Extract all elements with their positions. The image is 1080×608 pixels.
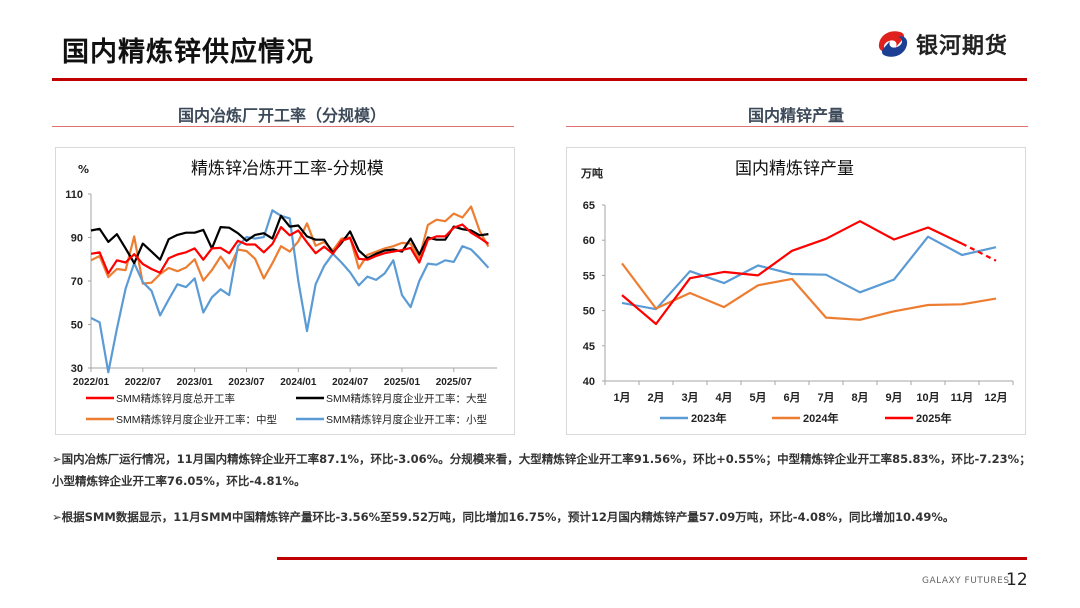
left-chart-title: 精炼锌冶炼开工率-分规模: [191, 159, 384, 179]
x-tick-label: 2月: [647, 391, 664, 404]
x-tick-label: 8月: [851, 391, 868, 404]
series-forecast-line-2: [961, 242, 997, 262]
right-chart-svg: 40 45 50 55 60 65 1月 2月 3月 4月 5月 6月 7月 8月 9月 10月 11月 12月 2…: [583, 200, 1014, 425]
x-tick-label: 9月: [885, 391, 902, 404]
x-tick-label: 2025/07: [436, 377, 473, 388]
right-chart-unit: 万吨: [581, 167, 603, 180]
y-tick-label: 65: [583, 200, 595, 212]
x-tick-label: 7月: [817, 391, 834, 404]
page-number: 12: [1006, 570, 1028, 590]
y-tick-label: 30: [71, 363, 83, 375]
y-tick-label: 55: [583, 270, 595, 282]
legend-label: SMM精炼锌月度企业开工率：小型: [326, 413, 487, 426]
x-tick-label: 2023/07: [228, 377, 265, 388]
right-section-divider: [566, 126, 1028, 127]
y-tick-label: 90: [71, 233, 83, 245]
y-tick-label: 70: [71, 276, 83, 288]
legend-label: 2025年: [916, 411, 951, 425]
x-tick-label: 11月: [951, 391, 974, 404]
x-tick-label: 1月: [613, 391, 630, 404]
page-title: 国内精炼锌供应情况: [62, 37, 314, 68]
legend-label: SMM精炼锌月度企业开工率：大型: [326, 392, 487, 405]
series-line-1: [621, 262, 997, 321]
legend-label: SMM精炼锌月度总开工率: [116, 392, 235, 405]
left-chart-panel: 精炼锌冶炼开工率-分规模 % 30 50 70 90 110 2022/01 2022/07…: [55, 147, 515, 435]
note-operating-rates: ➢国内冶炼厂运行情况，11月国内精炼锌企业开工率87.1%，环比-3.06%。分…: [52, 452, 1031, 488]
x-tick-label: 2022/01: [73, 377, 110, 388]
x-tick-label: 5月: [749, 391, 766, 404]
series-line-1: [90, 214, 489, 265]
galaxy-futures-logo-icon: [878, 31, 908, 57]
right-chart-title: 国内精炼锌产量: [735, 159, 854, 179]
series-line-3: [90, 209, 490, 374]
left-section-header: 国内冶炼厂开工率（分规模）: [177, 106, 386, 125]
left-chart-unit: %: [78, 163, 90, 176]
x-tick-label: 2025/01: [384, 377, 421, 388]
x-tick-label: 2023/01: [177, 377, 214, 388]
x-tick-label: 10月: [916, 391, 939, 404]
series-line-2: [621, 220, 963, 326]
x-tick-label: 6月: [783, 391, 800, 404]
legend-label: 2024年: [803, 411, 838, 425]
x-tick-label: 12月: [984, 391, 1007, 404]
commentary: ➢国内冶炼厂运行情况，11月国内精炼锌企业开工率87.1%，环比-3.06%。分…: [52, 448, 1032, 528]
x-tick-label: 3月: [681, 391, 698, 404]
note-production: ➢根据SMM数据显示，11月SMM中国精炼锌产量环比-3.56%至59.52万吨…: [52, 510, 955, 524]
y-tick-label: 50: [71, 320, 83, 332]
left-section-divider: [52, 126, 514, 127]
y-tick-label: 60: [583, 235, 595, 247]
x-tick-label: 4月: [715, 391, 732, 404]
footer-brand: GALAXY FUTURES: [922, 576, 1010, 586]
legend-label: SMM精炼锌月度企业开工率：中型: [116, 413, 277, 426]
y-tick-label: 50: [583, 306, 595, 318]
x-tick-label: 2024/01: [280, 377, 317, 388]
x-tick-label: 2024/07: [332, 377, 369, 388]
x-tick-label: 2022/07: [125, 377, 162, 388]
logo-text: 银河期货: [916, 34, 1009, 59]
y-tick-label: 45: [583, 341, 595, 353]
legend-label: 2023年: [691, 411, 726, 425]
series-line-0: [90, 223, 490, 275]
footer-divider: [277, 557, 1027, 560]
y-tick-label: 40: [583, 376, 595, 388]
right-section-header: 国内精锌产量: [747, 106, 844, 125]
y-tick-label: 110: [65, 189, 83, 201]
left-chart-svg: 30 50 70 90 110 2022/01 2022/07 2023/01 2023/07 2…: [65, 189, 497, 426]
right-chart-panel: 国内精炼锌产量 万吨 40 45 50 55 60 65 1月 2月 3月 4月 5月 6月 7月 8月 9…: [566, 147, 1026, 435]
series-line-0: [621, 235, 997, 311]
company-logo: 银河期货: [876, 28, 1008, 60]
title-divider: [52, 78, 1027, 81]
